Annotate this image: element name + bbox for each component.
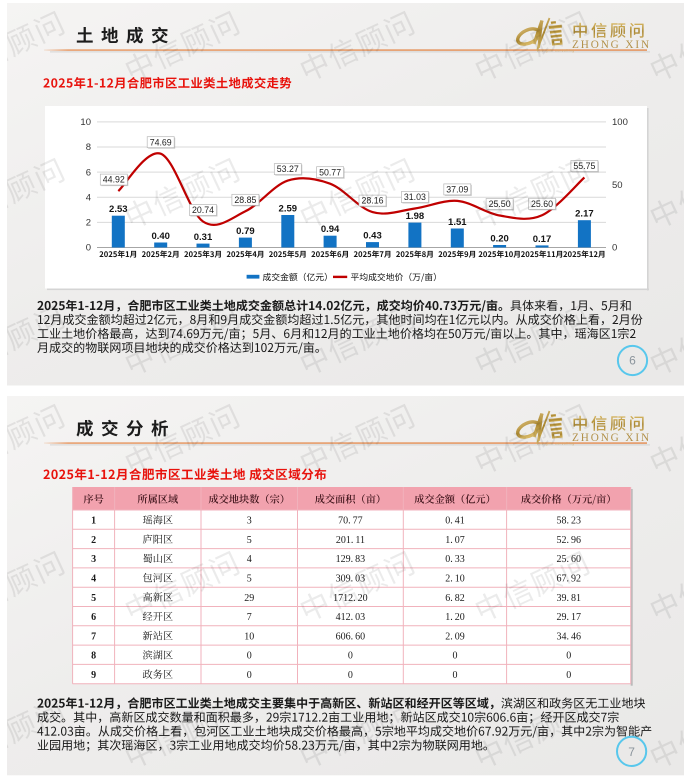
svg-text:2: 2 [91, 535, 96, 546]
svg-text:2. 10: 2. 10 [445, 574, 465, 585]
svg-text:0: 0 [612, 243, 617, 254]
svg-text:8: 8 [91, 651, 96, 662]
svg-text:0: 0 [566, 651, 571, 662]
svg-text:39. 81: 39. 81 [556, 593, 581, 604]
svg-text:0: 0 [453, 651, 458, 662]
svg-text:34. 46: 34. 46 [556, 631, 581, 642]
svg-text:10: 10 [244, 631, 254, 642]
svg-text:4: 4 [86, 193, 91, 204]
svg-text:606. 60: 606. 60 [336, 631, 366, 642]
svg-text:58. 23: 58. 23 [556, 516, 581, 527]
svg-text:8: 8 [86, 142, 91, 153]
svg-text:0: 0 [247, 651, 252, 662]
svg-text:1: 1 [91, 516, 96, 527]
svg-text:25.60: 25.60 [531, 199, 553, 209]
svg-text:1. 07: 1. 07 [445, 535, 465, 546]
svg-text:6: 6 [629, 354, 636, 368]
svg-text:ZHONG XIN: ZHONG XIN [572, 39, 651, 51]
svg-text:7: 7 [247, 612, 252, 623]
svg-text:0: 0 [348, 651, 353, 662]
svg-text:5: 5 [91, 593, 96, 604]
svg-text:6: 6 [91, 612, 96, 623]
svg-text:100: 100 [612, 117, 628, 128]
svg-text:201. 11: 201. 11 [336, 535, 365, 546]
svg-text:129. 83: 129. 83 [336, 554, 366, 565]
svg-text:70. 77: 70. 77 [338, 516, 363, 527]
svg-text:0. 33: 0. 33 [445, 554, 465, 565]
svg-text:5: 5 [247, 574, 252, 585]
svg-text:0: 0 [247, 670, 252, 681]
svg-text:zhongxin consulting: zhongxin consulting [537, 49, 575, 53]
svg-text:0: 0 [348, 670, 353, 681]
svg-text:0: 0 [453, 670, 458, 681]
svg-text:52. 96: 52. 96 [556, 535, 581, 546]
svg-text:25. 60: 25. 60 [556, 554, 581, 565]
svg-text:1.98: 1.98 [406, 211, 425, 222]
svg-text:7: 7 [91, 631, 96, 642]
svg-text:29: 29 [244, 593, 254, 604]
svg-text:0. 41: 0. 41 [445, 516, 465, 527]
svg-text:25.50: 25.50 [489, 199, 511, 209]
svg-text:ZHONG XIN: ZHONG XIN [572, 432, 651, 444]
svg-text:2: 2 [86, 218, 91, 229]
svg-text:0: 0 [86, 243, 91, 254]
svg-text:1712. 20: 1712. 20 [333, 593, 368, 604]
svg-text:31.03: 31.03 [404, 192, 426, 202]
svg-text:3: 3 [91, 554, 96, 565]
svg-text:0.20: 0.20 [490, 234, 509, 245]
svg-text:2. 09: 2. 09 [445, 631, 465, 642]
svg-text:6. 82: 6. 82 [445, 593, 465, 604]
svg-text:50: 50 [612, 180, 623, 191]
svg-text:2.17: 2.17 [575, 209, 594, 220]
svg-text:412. 03: 412. 03 [336, 612, 366, 623]
svg-text:50.77: 50.77 [319, 167, 341, 177]
svg-text:74.69: 74.69 [150, 137, 172, 147]
svg-text:28.85: 28.85 [234, 195, 256, 205]
svg-text:0.31: 0.31 [194, 232, 213, 243]
svg-text:28.16: 28.16 [361, 196, 383, 206]
svg-text:3: 3 [247, 516, 252, 527]
svg-text:9: 9 [91, 670, 96, 681]
svg-text:53.27: 53.27 [277, 164, 299, 174]
svg-text:4: 4 [247, 554, 252, 565]
svg-text:6: 6 [86, 167, 91, 178]
svg-text:44.92: 44.92 [103, 175, 125, 185]
svg-text:2.53: 2.53 [109, 204, 128, 215]
svg-text:29. 17: 29. 17 [556, 612, 581, 623]
svg-text:4: 4 [91, 574, 96, 585]
svg-text:5: 5 [247, 535, 252, 546]
svg-text:20.74: 20.74 [192, 205, 214, 215]
svg-text:0.94: 0.94 [321, 224, 340, 235]
svg-text:0: 0 [566, 670, 571, 681]
svg-text:0.40: 0.40 [151, 231, 170, 242]
svg-text:1.51: 1.51 [448, 217, 467, 228]
svg-text:55.75: 55.75 [573, 161, 595, 171]
svg-text:zhongxin consulting: zhongxin consulting [537, 442, 575, 446]
svg-text:37.09: 37.09 [446, 185, 468, 195]
svg-text:7: 7 [628, 745, 635, 759]
svg-text:10: 10 [80, 117, 91, 128]
svg-text:0.79: 0.79 [236, 226, 255, 237]
svg-text:309. 03: 309. 03 [336, 574, 366, 585]
svg-text:0.43: 0.43 [363, 231, 382, 242]
svg-text:2.59: 2.59 [279, 204, 298, 215]
svg-text:1. 20: 1. 20 [445, 612, 465, 623]
svg-text:0.17: 0.17 [533, 234, 552, 245]
